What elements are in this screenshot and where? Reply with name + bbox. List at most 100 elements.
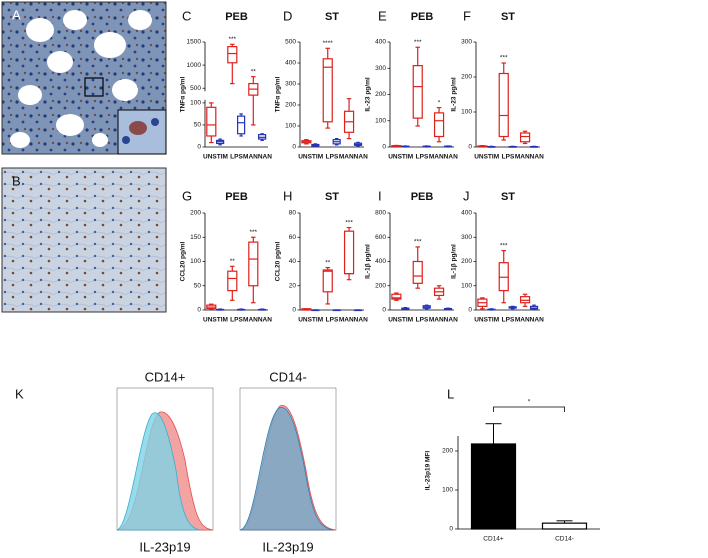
y-axis-label: IL-23 pg/ml [365,77,372,112]
panel-letter: D [283,8,292,23]
y-tick-label: 0 [197,144,201,151]
x-tick-label: LPS [416,154,429,161]
bar [541,522,588,530]
y-tick-label: 0 [292,144,296,151]
box [227,270,238,292]
y-tick-label: 500 [285,39,296,46]
y-tick-label: 200 [190,210,201,217]
x-tick-label: LPS [230,317,243,324]
box [433,112,445,138]
box [322,58,333,123]
flow-title: CD14- [269,369,307,384]
y-tick-label: 50 [194,122,202,129]
x-tick-label: LPS [326,317,339,324]
y-axis-label: TNFα pg/ml [275,76,282,112]
x-tick-label: UNSTIM [388,317,413,324]
y-tick-label: 1500 [187,39,202,46]
panel-letter: C [182,8,191,23]
x-tick-label: MANNAN [243,154,272,161]
y-tick-label: 0 [449,526,453,533]
y-tick-label: 50 [194,282,202,289]
y-tick-label: 200 [375,282,386,289]
y-tick-label: 400 [461,210,472,217]
y-tick-label: 300 [285,81,296,88]
bar [470,443,517,530]
y-tick-label: 100 [190,100,201,107]
x-tick-label: UNSTIM [203,154,228,161]
flow-title: CD14+ [145,369,186,384]
y-tick-label: 100 [442,487,453,494]
box [391,293,402,300]
y-tick-label: 400 [375,258,386,265]
box [206,106,217,137]
chart-title: PEB [225,11,248,23]
x-tick-label: UNSTIM [474,154,499,161]
y-axis-label: IL-1β pg/ml [451,244,458,279]
significance: *** [250,229,258,236]
y-tick-label: 800 [375,210,386,217]
significance: *** [414,39,422,46]
significance: ** [325,259,331,266]
box [237,115,246,135]
box [519,132,531,143]
x-tick-label: MANNAN [515,317,544,324]
flow-xlabel: IL-23p19 [139,539,190,554]
panel-letter: K [15,386,24,401]
panel-letter: I [378,188,382,203]
x-tick-label: MANNAN [429,317,458,324]
box [498,262,509,292]
x-tick-label: MANNAN [243,317,272,324]
chart-title: ST [325,191,339,203]
y-axis-label: TNFα pg/ml [180,76,187,112]
y-tick-label: 400 [375,39,386,46]
y-tick-label: 300 [461,39,472,46]
x-tick-label: MANNAN [429,154,458,161]
significance: *** [414,239,422,246]
x-tick-label: MANNAN [339,317,368,324]
x-tick-label: LPS [502,317,515,324]
significance: *** [229,36,237,43]
x-tick-label: UNSTIM [203,317,228,324]
y-tick-label: 20 [289,282,297,289]
box [248,241,259,287]
y-tick-label: 0 [382,307,386,314]
y-axis-label: CCL20 pg/ml [180,241,187,281]
significance: *** [500,242,508,249]
flow-xlabel: IL-23p19 [262,539,313,554]
panel-letter: E [378,8,387,23]
box [498,72,509,138]
y-tick-label: 100 [190,258,201,265]
x-tick-label: CD14+ [483,536,504,543]
y-axis-label: IL-23p19 MFI [425,451,432,491]
y-tick-label: 200 [375,91,386,98]
x-tick-label: UNSTIM [298,317,323,324]
y-tick-label: 1000 [187,62,202,69]
y-tick-label: 0 [382,144,386,151]
significance: * [438,99,441,106]
y-axis-label: IL-1β pg/ml [365,244,372,279]
x-tick-label: UNSTIM [474,317,499,324]
x-tick-label: LPS [326,154,339,161]
chart-title: PEB [411,11,434,23]
y-tick-label: 150 [190,234,201,241]
chart-title: PEB [225,191,248,203]
y-tick-label: 300 [461,234,472,241]
panel-letter: F [463,8,471,23]
y-tick-label: 80 [289,210,297,217]
y-tick-label: 200 [442,448,453,455]
flow-histogram [116,387,337,531]
significance: *** [345,219,353,226]
panel-letter: J [463,188,470,203]
y-tick-label: 0 [292,307,296,314]
significance: ** [251,68,257,75]
x-tick-label: UNSTIM [388,154,413,161]
y-tick-label: 100 [461,109,472,116]
x-tick-label: LPS [416,317,429,324]
y-tick-label: 500 [190,85,201,92]
chart-title: ST [501,191,515,203]
y-tick-label: 100 [461,282,472,289]
panel-letter: G [182,188,192,203]
x-tick-label: MANNAN [515,154,544,161]
x-tick-label: CD14- [555,536,574,543]
